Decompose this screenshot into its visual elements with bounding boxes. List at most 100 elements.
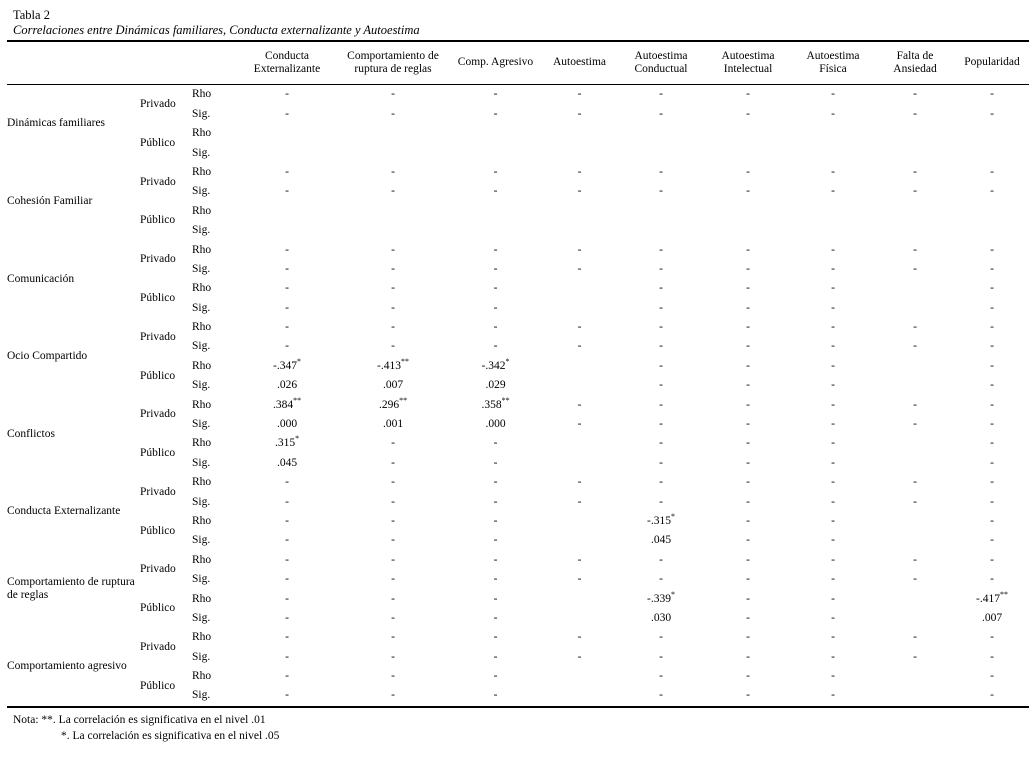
corr-cell: -	[391, 456, 395, 469]
stat-label-rho: Rho	[192, 631, 212, 644]
corr-cell: -	[391, 282, 395, 295]
stat-label-rho: Rho	[192, 670, 212, 683]
corr-cell: -	[659, 359, 663, 372]
corr-cell: -	[990, 88, 994, 101]
table-row: Público Rho	[7, 124, 1029, 149]
corr-cell: -	[493, 456, 498, 469]
corr-cell	[542, 512, 617, 531]
table-row: Sig. - - - - - - - - -	[7, 260, 1029, 279]
corr-cell: -	[746, 476, 750, 489]
corr-cell: -.347*	[273, 357, 301, 372]
corr-cell: .296**	[378, 395, 408, 411]
corner-stat-cell	[192, 40, 237, 86]
row-group-label: Comportamiento de ruptura de reglas	[7, 576, 135, 602]
corr-cell: -	[831, 262, 835, 275]
corr-cell: -	[831, 592, 835, 605]
table-row: Público Rho	[7, 202, 1029, 227]
stat-label-sig: Sig.	[192, 650, 211, 663]
corr-cell	[791, 202, 875, 221]
corr-cell: -.315*	[647, 512, 675, 527]
corr-cell: -	[493, 476, 498, 489]
corr-cell: -	[913, 631, 917, 644]
corr-cell: -	[831, 456, 835, 469]
corr-cell	[955, 202, 1029, 221]
significance-asterisk: **	[501, 395, 510, 405]
corr-cell: -	[659, 631, 663, 644]
corr-cell: -	[990, 495, 994, 508]
corr-cell: -	[493, 689, 498, 702]
corr-cell: -	[285, 340, 289, 353]
corr-cell: -	[577, 165, 582, 178]
corr-cell: -	[746, 611, 750, 624]
corr-cell: -	[285, 476, 289, 489]
context-label-privado: Privado	[140, 98, 176, 111]
stat-label-sig: Sig.	[192, 224, 211, 237]
corr-cell	[617, 143, 705, 162]
corr-cell: -	[990, 514, 994, 527]
stat-label-sig: Sig.	[192, 185, 211, 198]
table-row: Comunicación Privado Rho - - - - - - - - -	[7, 240, 1029, 285]
corr-cell	[337, 221, 449, 240]
corr-cell: -	[746, 437, 750, 450]
corr-cell: -	[391, 534, 395, 547]
corr-cell: -	[659, 340, 663, 353]
corr-cell: -	[990, 359, 994, 372]
corr-cell	[875, 512, 955, 531]
table-row: Público Rho .315* - - - - - -	[7, 434, 1029, 459]
corr-cell: -	[831, 185, 835, 198]
corr-cell: -	[990, 340, 994, 353]
stat-label-sig: Sig.	[192, 107, 211, 120]
corr-cell: -	[746, 456, 750, 469]
corr-cell: -	[746, 514, 750, 527]
corr-cell: -	[913, 553, 917, 566]
stat-label-rho: Rho	[192, 514, 212, 527]
corr-cell: -	[577, 650, 582, 663]
corr-cell: -	[746, 359, 750, 372]
corr-cell	[875, 454, 955, 473]
corr-cell: -	[577, 553, 582, 566]
corr-cell	[875, 434, 955, 453]
corr-cell: .315*	[274, 434, 300, 450]
corr-cell: .045	[650, 534, 672, 547]
corr-cell: -	[391, 476, 395, 489]
corr-cell: -	[990, 262, 994, 275]
table-row: Sig. - - - - - - - - -	[7, 570, 1029, 589]
corr-cell: -	[577, 321, 582, 334]
corr-cell: -	[831, 689, 835, 702]
corr-cell: -	[659, 185, 663, 198]
corr-cell: -	[746, 165, 750, 178]
table-row: Sig. - - - - - - - - -	[7, 337, 1029, 356]
table-row: Conducta Externalizante Privado Rho - - - - - - -…	[7, 473, 1029, 517]
column-header: Autoestima Intelectual	[705, 40, 791, 86]
table-row: Comportamiento de ruptura de reglas Priva…	[7, 551, 1029, 602]
table-row: Dinámicas familiares Privado Rho - - - - - - - - -	[7, 85, 1029, 129]
corr-cell: -	[285, 611, 289, 624]
corr-cell: -	[577, 398, 582, 411]
corr-cell	[237, 202, 337, 221]
corr-cell: -	[659, 243, 663, 256]
stat-label-rho: Rho	[192, 282, 212, 295]
stat-label-rho: Rho	[192, 321, 212, 334]
corr-cell	[875, 279, 955, 298]
corr-cell: -	[831, 437, 835, 450]
table-notes: Nota: **. La correlación es significativ…	[13, 712, 1032, 744]
corr-cell: -	[990, 243, 994, 256]
corr-cell	[337, 124, 449, 143]
corr-cell: -	[746, 243, 750, 256]
corr-cell: -	[659, 165, 663, 178]
corr-cell: -	[746, 573, 750, 586]
corr-cell: .000	[276, 418, 298, 431]
corr-cell: -	[285, 553, 289, 566]
corr-cell: -	[990, 534, 994, 547]
corr-cell: -	[831, 631, 835, 644]
corr-cell: -	[659, 379, 663, 392]
corr-cell: -	[990, 670, 994, 683]
corr-cell: -	[913, 476, 917, 489]
significance-asterisk: *	[296, 357, 301, 367]
corr-cell: -	[990, 631, 994, 644]
corr-cell: -	[913, 107, 917, 120]
corr-cell: -	[913, 88, 917, 101]
corr-cell: .030	[650, 611, 672, 624]
corr-cell	[337, 202, 449, 221]
